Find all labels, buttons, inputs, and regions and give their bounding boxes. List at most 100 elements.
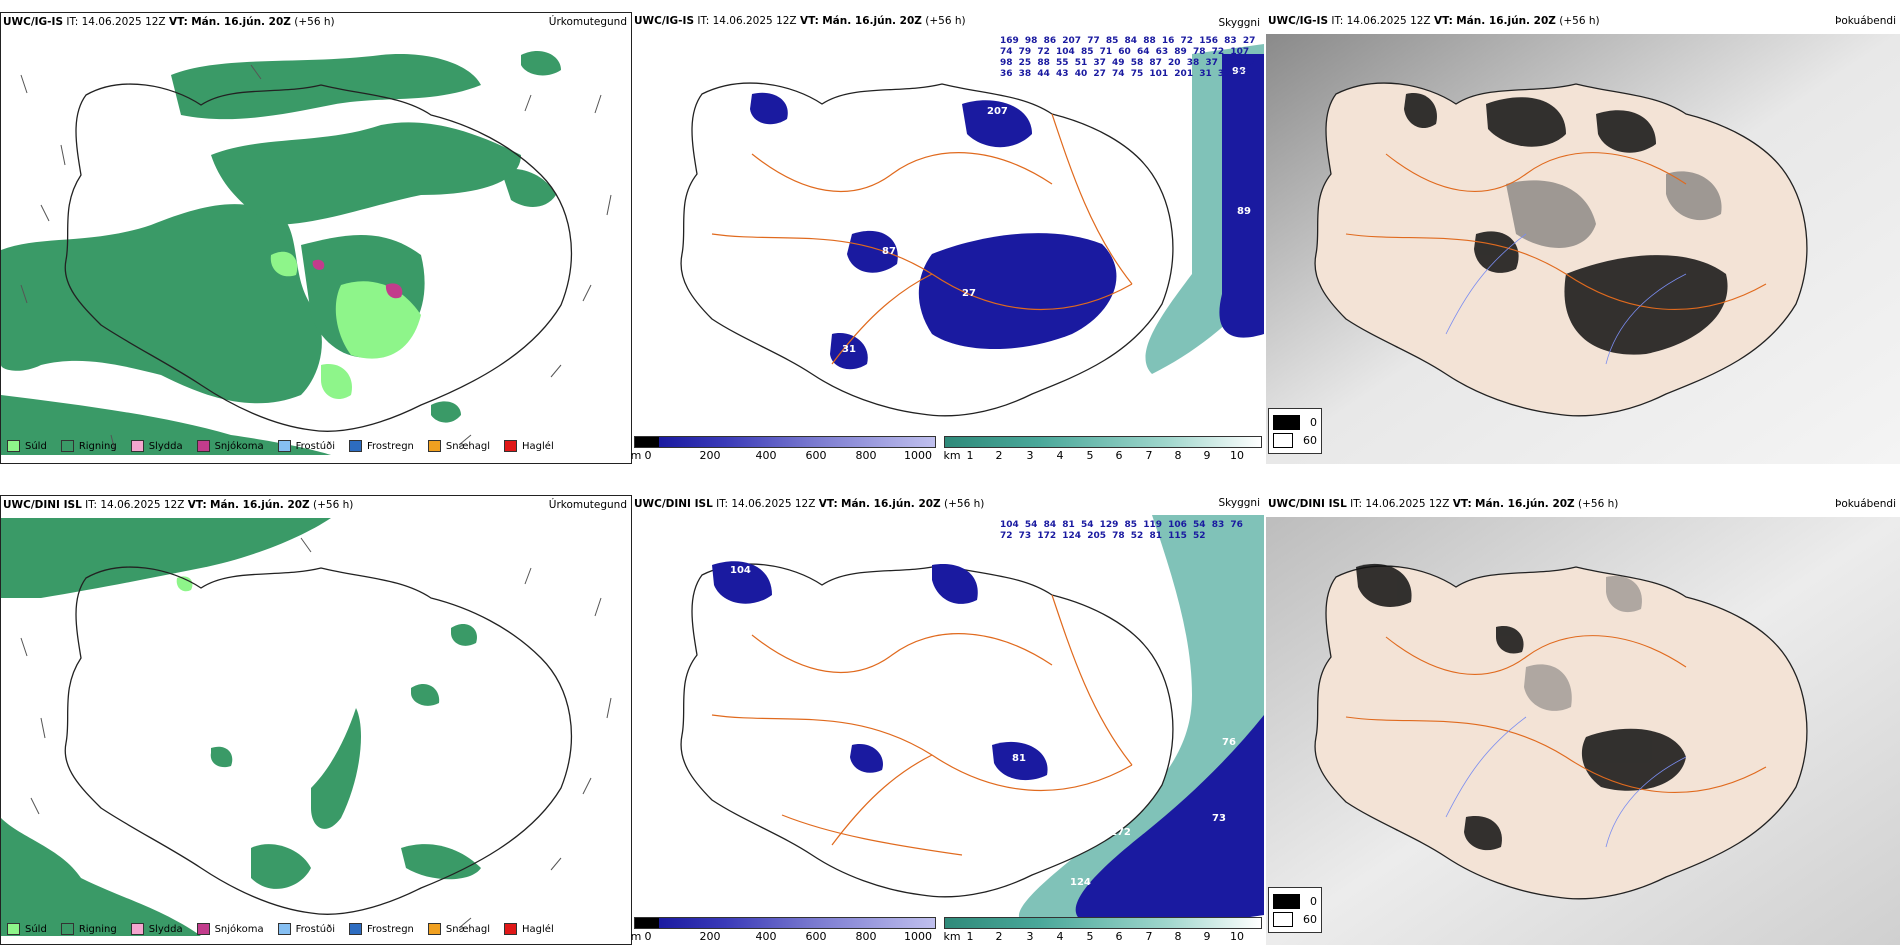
cloud-value-label: 77: [1087, 36, 1106, 46]
cloud-value-label: 73: [1212, 813, 1226, 824]
cloud-value-label: 54: [1193, 520, 1212, 530]
cloud-value-label: 119: [1143, 520, 1169, 530]
cloud-value-label: 129: [1099, 520, 1125, 530]
cloud-value-label: 74: [1000, 47, 1019, 57]
legend-item: Frostúði: [277, 923, 335, 935]
cloud-value-label: 76: [1222, 737, 1236, 748]
visibility-ticks: km 1 2 3 4 5 6 7 8 9 10: [943, 449, 1244, 462]
cloud-value-label: 87: [1149, 58, 1169, 68]
panel-subtitle: Skyggni: [1218, 17, 1261, 29]
panel-subtitle: Þokuábendi: [1835, 15, 1896, 27]
legend-item: Haglél: [504, 440, 554, 452]
cloud-value-label: 124: [1062, 531, 1088, 541]
cloud-panel-1: UWC/IG-IS IT: 14.06.2025 12Z VT: Mán. 16…: [631, 12, 1264, 464]
fog-panel-2: UWC/DINI ISL IT: 14.06.2025 12Z VT: Mán.…: [1266, 495, 1900, 945]
cloud-value-label: 54: [1080, 520, 1100, 530]
cloud-value-label: 98: [1024, 36, 1044, 46]
cloud-map: 27 87 207 31 89 98: [680, 44, 1264, 417]
cloud-value-label: 88: [1143, 36, 1162, 46]
visibility-ticks: km 1 2 3 4 5 6 7 8 9 10: [943, 930, 1244, 943]
cloud-value-label: 58: [1130, 58, 1150, 68]
cloud-value-label: 40: [1074, 69, 1094, 79]
cloud-value-label: 104: [1056, 47, 1081, 57]
cloud-value-label: 51: [1074, 58, 1094, 68]
ptype-map: [1, 518, 612, 936]
cloud-value-label: 27: [962, 288, 976, 299]
cloud-value-label: 101: [1149, 69, 1175, 79]
cloud-value-label: 86: [1043, 36, 1063, 46]
panel-subtitle: Úrkomutegund: [548, 16, 627, 28]
cloud-value-label: 83: [1224, 36, 1243, 46]
cloud-value-label: 201: [1174, 69, 1200, 79]
legend-item: Súld: [7, 923, 47, 935]
cloud-value-label: 74: [1112, 69, 1131, 79]
panel-title: UWC/DINI ISL IT: 14.06.2025 12Z VT: Mán.…: [1268, 498, 1619, 510]
panel-title: UWC/IG-IS IT: 14.06.2025 12Z VT: Mán. 16…: [3, 16, 335, 28]
legend-item: Snæhagl: [427, 440, 490, 452]
cloud-value-label: 81: [1062, 520, 1081, 530]
legend-item: Frostregn: [349, 923, 414, 935]
cloud-value-label: 84: [1124, 36, 1144, 46]
cloud-value-label: 81: [1012, 753, 1026, 764]
cloud-value-label: 85: [1080, 47, 1100, 57]
visibility-colorbar: [944, 917, 1262, 929]
cloud-value-label: 89: [1237, 206, 1251, 217]
legend-swatch: [60, 923, 74, 935]
cloud-value-label: 71: [1099, 47, 1119, 57]
cloud-value-label: 52: [1130, 531, 1150, 541]
legend-item: Snjókoma: [196, 923, 264, 935]
cloud-values-row-1: 169 98 86 207 77 85 84 88 16 72 156 83 2…: [1000, 36, 1260, 80]
fog-legend-row: 60: [1273, 431, 1317, 449]
legend-swatch: [277, 440, 291, 452]
cloud-value-label: 37: [1093, 58, 1113, 68]
legend-swatch: [7, 923, 20, 935]
cloud-value-label: 63: [1155, 47, 1175, 57]
cloud-value-label: 49: [1112, 58, 1131, 68]
cloud-value-label: 72: [1000, 531, 1019, 541]
cloud-value-label: 31: [842, 344, 856, 355]
legend-item: Snjókoma: [196, 440, 264, 452]
cloud-value-label: 88: [1037, 58, 1057, 68]
cloud-value-label: 25: [1018, 58, 1038, 68]
panel-title: UWC/IG-IS IT: 14.06.2025 12Z VT: Mán. 16…: [634, 15, 966, 27]
legend-item: Frostúði: [277, 440, 335, 452]
legend-swatch: [427, 923, 441, 935]
cloud-value-label: 156: [1199, 36, 1225, 46]
legend-swatch: [60, 440, 74, 452]
cloud-value-label: 89: [1174, 47, 1193, 57]
cloud-value-label: 107: [1230, 47, 1250, 57]
cloud-value-label: 64: [1136, 47, 1156, 57]
legend-item: Haglél: [504, 923, 554, 935]
cloud-value-label: 52: [1193, 531, 1206, 541]
legend-swatch: [504, 923, 518, 935]
cloud-value-label: 87: [882, 246, 896, 257]
legend-swatch: [196, 923, 210, 935]
cloud-value-label: 72: [1037, 47, 1057, 57]
cloud-panel-2: UWC/DINI ISL IT: 14.06.2025 12Z VT: Mán.…: [631, 495, 1264, 945]
cloud-value-label: 27: [1093, 69, 1113, 79]
fog-legend-row: 60: [1273, 910, 1317, 928]
cloud-value-label: 98: [1000, 58, 1019, 68]
cloud-value-label: 98: [1232, 66, 1246, 77]
legend-swatch: [504, 440, 518, 452]
cloud-value-label: 20: [1168, 58, 1187, 68]
cloud-value-label: 73: [1236, 69, 1250, 79]
cloud-value-label: 207: [1062, 36, 1088, 46]
cloud-value-label: 207: [987, 106, 1008, 117]
fog-map: [1266, 34, 1900, 464]
cloud-value-label: 43: [1056, 69, 1075, 79]
cloud-value-label: 44: [1037, 69, 1057, 79]
legend-item: Rigning: [60, 923, 117, 935]
legend-swatch: [130, 923, 144, 935]
cloud-value-label: 36: [1224, 58, 1243, 68]
cloud-map: 104 76 172 124 81 73: [680, 515, 1264, 925]
cloud-value-label: 37: [1205, 58, 1225, 68]
panel-subtitle: Skyggni: [1218, 497, 1261, 509]
cloud-value-label: 78: [1192, 47, 1212, 57]
cloud-value-label: 79: [1018, 47, 1038, 57]
legend-item: Frostregn: [349, 440, 414, 452]
legend-swatch: [7, 440, 20, 452]
ptype-map: [1, 50, 612, 455]
cloud-value-label: 81: [1149, 531, 1169, 541]
cloud-value-label: 72: [1211, 47, 1231, 57]
